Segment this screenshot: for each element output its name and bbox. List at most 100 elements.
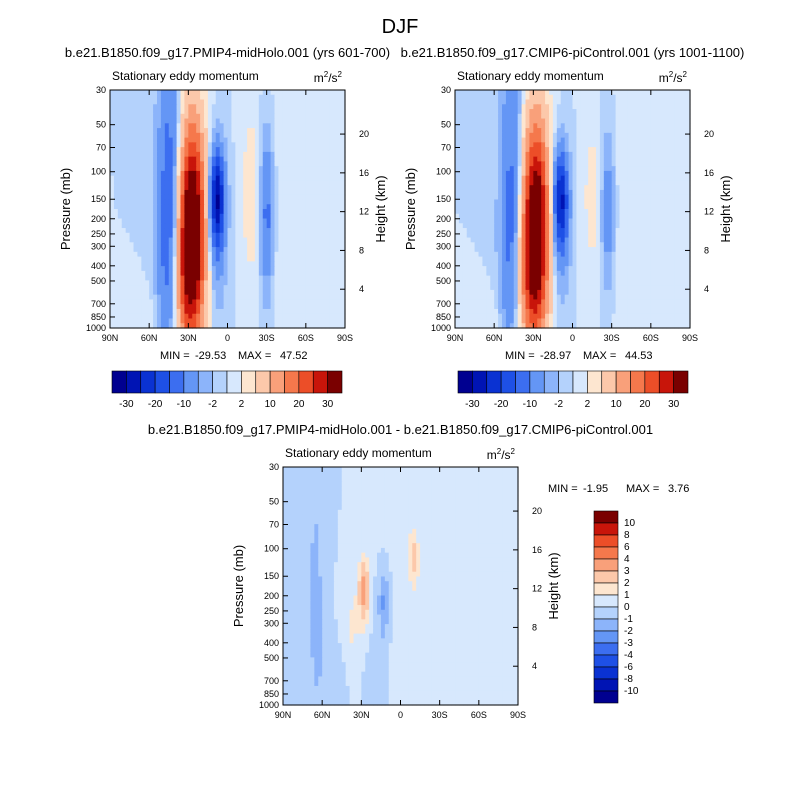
field-cell (137, 94, 142, 101)
field-cell (533, 156, 538, 162)
field-cell (278, 156, 283, 162)
field-cell (176, 175, 182, 182)
field-cell (223, 156, 229, 162)
field-cell (686, 189, 691, 196)
field-cell (537, 132, 542, 139)
field-cell (505, 109, 511, 115)
field-cell (635, 109, 640, 115)
field-cell (274, 323, 280, 329)
field-cell (215, 142, 221, 148)
field-cell (110, 294, 115, 301)
field-cell (596, 185, 601, 191)
field-cell (650, 175, 656, 182)
field-cell (145, 256, 150, 262)
field-cell (305, 228, 311, 234)
field-cell (305, 266, 311, 272)
field-cell (611, 151, 617, 158)
field-cell (462, 142, 468, 148)
field-cell (227, 294, 233, 301)
field-cell (498, 194, 503, 201)
field-cell (298, 318, 303, 324)
field-cell (670, 223, 675, 229)
field-cell (239, 180, 244, 186)
field-cell (145, 170, 150, 177)
field-cell (682, 94, 687, 101)
field-cell (305, 109, 311, 115)
field-cell (125, 113, 131, 120)
field-cell (494, 132, 499, 139)
field-cell (584, 185, 589, 191)
field-cell (607, 142, 613, 148)
field-cell (266, 285, 272, 291)
field-cell (160, 204, 166, 210)
field-cell (176, 251, 182, 258)
field-cell (223, 256, 229, 262)
field-cell (223, 294, 229, 301)
field-cell (584, 204, 589, 210)
field-cell (113, 232, 119, 239)
field-cell (215, 104, 221, 110)
field-cell (290, 313, 295, 320)
field-cell (286, 266, 291, 272)
field-cell (192, 99, 197, 105)
field-cell (646, 175, 652, 182)
field-cell (455, 204, 460, 210)
field-cell (141, 166, 146, 172)
field-cell (282, 275, 287, 281)
field-cell (502, 204, 507, 210)
field-cell (204, 194, 209, 201)
field-cell (556, 99, 562, 105)
field-cell (294, 242, 299, 248)
field-cell (141, 294, 146, 301)
field-cell (337, 170, 342, 177)
field-cell (200, 308, 205, 315)
field-cell (525, 147, 531, 153)
field-cell (133, 209, 139, 215)
field-cell (254, 113, 260, 120)
field-cell (474, 213, 480, 220)
field-cell (588, 90, 593, 96)
field-cell (666, 99, 672, 105)
field-cell (584, 137, 589, 143)
field-cell (219, 189, 225, 196)
field-cell (286, 228, 291, 234)
field-cell (486, 90, 491, 96)
field-cell (258, 104, 264, 110)
field-cell (329, 261, 334, 267)
field-cell (211, 94, 217, 101)
field-cell (545, 99, 550, 105)
field-cell (521, 109, 527, 115)
field-cell (611, 132, 617, 139)
field-cell (533, 213, 538, 220)
field-cell (584, 175, 589, 182)
field-cell (270, 118, 276, 124)
field-cell (643, 204, 648, 210)
field-cell (294, 289, 299, 296)
field-cell (341, 318, 346, 324)
field-cell (466, 156, 472, 162)
field-cell (619, 109, 625, 115)
field-cell (584, 123, 589, 129)
field-cell (305, 118, 311, 124)
field-cell (113, 280, 119, 286)
field-cell (549, 123, 554, 129)
field-cell (619, 213, 625, 220)
field-cell (466, 137, 472, 143)
field-cell (219, 113, 225, 120)
field-cell (274, 189, 280, 196)
field-cell (317, 194, 323, 201)
field-cell (207, 289, 213, 296)
field-cell (521, 170, 527, 177)
field-cell (341, 147, 346, 153)
field-cell (164, 118, 170, 124)
field-cell (490, 123, 495, 129)
field-cell (505, 147, 511, 153)
field-cell (341, 142, 346, 148)
field-cell (200, 237, 205, 243)
field-cell (294, 304, 299, 310)
field-cell (254, 109, 260, 115)
field-cell (631, 128, 636, 134)
field-cell (615, 199, 621, 205)
field-cell (615, 166, 621, 172)
field-cell (262, 161, 268, 167)
